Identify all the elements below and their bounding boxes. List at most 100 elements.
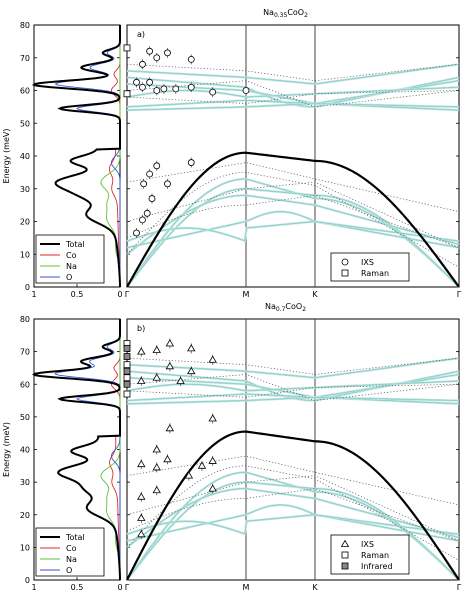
title-main: Na	[265, 302, 276, 311]
infrared-point	[123, 380, 131, 388]
ixs-point	[137, 347, 146, 355]
dispersion-branch-core	[126, 64, 460, 85]
panel-title: Na0.35CoO2	[263, 8, 308, 19]
dos-legend: Total Co Na O	[35, 234, 105, 284]
dos-x-tick-label: 0	[117, 290, 122, 299]
y-tick-label: 80	[20, 315, 30, 324]
ixs-point	[137, 513, 146, 521]
raman-point	[123, 361, 131, 369]
ixs-point	[164, 180, 171, 188]
x-tick-label: Γ	[457, 583, 462, 592]
dispersion-branch-core	[126, 211, 460, 248]
calc-dotted-branch	[126, 465, 460, 561]
ixs-point	[152, 373, 161, 381]
dos-x-tick-label: 0	[117, 583, 122, 592]
ixs-point	[187, 344, 196, 352]
y-axis-label: Energy (meV)	[2, 129, 11, 184]
dispersion-branch-core	[126, 195, 460, 255]
points-legend: IXS Raman Infrared	[330, 534, 410, 575]
dispersion-branch-core	[126, 514, 460, 535]
dos-legend-label: O	[66, 566, 72, 575]
panel-label: a)	[137, 30, 145, 39]
panel-title: Na0.7CoO2	[265, 302, 306, 313]
title-sub2: 2	[304, 12, 308, 19]
dos-na-line	[100, 319, 121, 580]
dispersion-branch-core	[126, 397, 460, 405]
ixs-point	[153, 54, 161, 62]
ixs-point	[176, 376, 185, 384]
ixs-point	[208, 355, 217, 363]
acoustic-branch	[126, 151, 460, 288]
title-main: Na	[263, 8, 274, 17]
dos-legend-label: Na	[66, 262, 77, 271]
dos-legend-label: Co	[66, 544, 77, 553]
ixs-point	[242, 87, 250, 94]
calc-dotted-branch	[126, 383, 460, 398]
ixs-point	[139, 83, 146, 91]
y-tick-label: 0	[25, 576, 30, 585]
calc-dotted-branch	[126, 181, 460, 249]
x-tick-label: Γ	[125, 290, 130, 299]
ixs-point	[146, 170, 154, 178]
ixs-point	[187, 159, 195, 166]
ixs-point	[208, 456, 217, 464]
dispersion-branch-core	[126, 504, 460, 542]
y-tick-label: 40	[20, 446, 30, 455]
ixs-point	[133, 78, 140, 86]
dos-legend: Total Co Na O	[35, 527, 105, 577]
y-tick-label: 50	[20, 413, 30, 422]
legend-ixs-marker	[341, 258, 349, 266]
ixs-point	[187, 55, 195, 63]
dos-o-line	[54, 25, 121, 287]
panel-a: 0 10 20 30 40 50 60 70 80 1 0.5 0 Energy (meV) Total C…	[2, 8, 462, 299]
calc-dotted-branch	[126, 90, 460, 104]
ixs-point	[187, 366, 196, 375]
calc-dotted-branch	[126, 475, 460, 542]
ixs-point	[137, 459, 146, 468]
panel-label: b)	[137, 324, 145, 333]
infrared-point	[123, 353, 131, 360]
title-sub1: 0.7	[276, 306, 286, 313]
ixs-point	[165, 339, 175, 347]
ixs-point	[209, 88, 217, 96]
points-legend-label: IXS	[361, 258, 374, 267]
title-mid: CoO	[287, 8, 304, 17]
points-legend-label: Raman	[361, 551, 389, 560]
dos-x-tick-label: 0.5	[71, 583, 84, 592]
ixs-point	[165, 424, 175, 432]
x-tick-label: K	[312, 290, 318, 299]
y-tick-label: 50	[20, 119, 30, 128]
ixs-point	[164, 49, 171, 57]
dos-x-tick-label: 0.5	[71, 290, 84, 299]
ixs-point	[152, 345, 161, 353]
dispersion-branch-core	[126, 86, 460, 98]
raman-point	[123, 44, 131, 52]
ixs-point	[139, 60, 146, 68]
x-tick-label: Γ	[125, 583, 130, 592]
dos-o-line	[54, 319, 121, 580]
ixs-point	[139, 216, 146, 224]
raman-point	[123, 90, 131, 98]
calc-dotted-branch	[126, 162, 460, 213]
dispersion-branch-core	[126, 103, 460, 111]
calc-dotted-branch	[126, 63, 460, 81]
dispersion-branch-core	[126, 488, 460, 548]
ixs-point	[146, 78, 154, 86]
infrared-point	[123, 367, 131, 375]
panel-b: 0 10 20 30 40 50 60 70 80 1 0.5 0 Energy (meV) Total C…	[2, 302, 462, 592]
calc-dotted-branch	[126, 455, 460, 506]
x-tick-label: M	[243, 583, 250, 592]
y-tick-label: 60	[20, 87, 30, 96]
ixs-point	[153, 162, 161, 170]
dispersion-frame	[126, 24, 460, 288]
dispersion-branch-core	[126, 188, 460, 288]
dispersion-branch-core	[126, 481, 460, 581]
dos-legend-label: Total	[65, 240, 85, 249]
calc-dotted-branch	[126, 488, 460, 542]
calc-dotted-branch	[126, 172, 460, 268]
ixs-point	[137, 492, 146, 500]
points-legend: IXS Raman	[330, 252, 410, 282]
ixs-point	[208, 484, 217, 492]
dos-total-line	[31, 25, 121, 288]
